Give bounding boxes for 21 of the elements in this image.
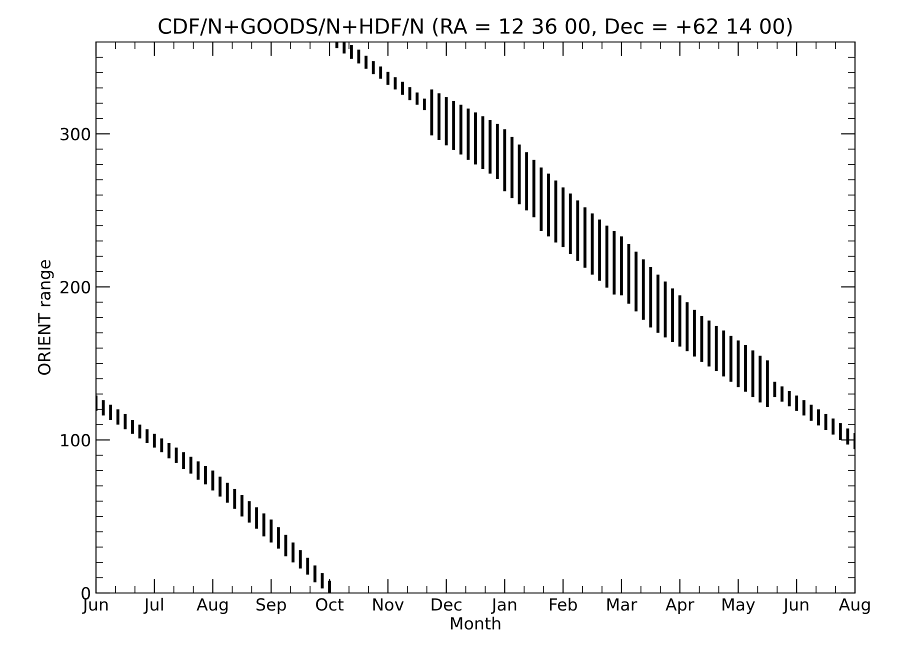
x-tick-label: May	[722, 598, 755, 614]
x-tick-label: Oct	[316, 598, 344, 611]
x-tick-label: Nov	[373, 598, 404, 611]
x-tick-label: Jun	[782, 598, 808, 614]
x-tick-label: Dec	[432, 598, 462, 611]
y-tick-label: 200	[60, 280, 90, 294]
x-tick-label: Jan	[490, 598, 516, 614]
x-tick-label: Feb	[550, 598, 577, 611]
x-tick-label: Apr	[666, 598, 694, 614]
x-tick-label: Jun	[82, 598, 108, 614]
chart-title: CDF/N+GOODS/N+HDF/N (RA = 12 36 00, Dec = +62 14 00)	[158, 18, 792, 36]
y-tick-label: 100	[61, 434, 90, 447]
y-axis-title: ORIENT range	[38, 260, 54, 375]
x-tick-label: Mar	[607, 598, 638, 611]
y-tick-label: 300	[60, 128, 90, 140]
y-tick-label: 0	[82, 586, 90, 600]
x-axis-title: Month	[451, 616, 500, 630]
x-tick-label: Aug	[838, 598, 870, 614]
x-tick-label: Aug	[196, 598, 228, 614]
x-tick-label: Sep	[256, 598, 286, 614]
x-tick-label: Jul	[143, 598, 163, 614]
